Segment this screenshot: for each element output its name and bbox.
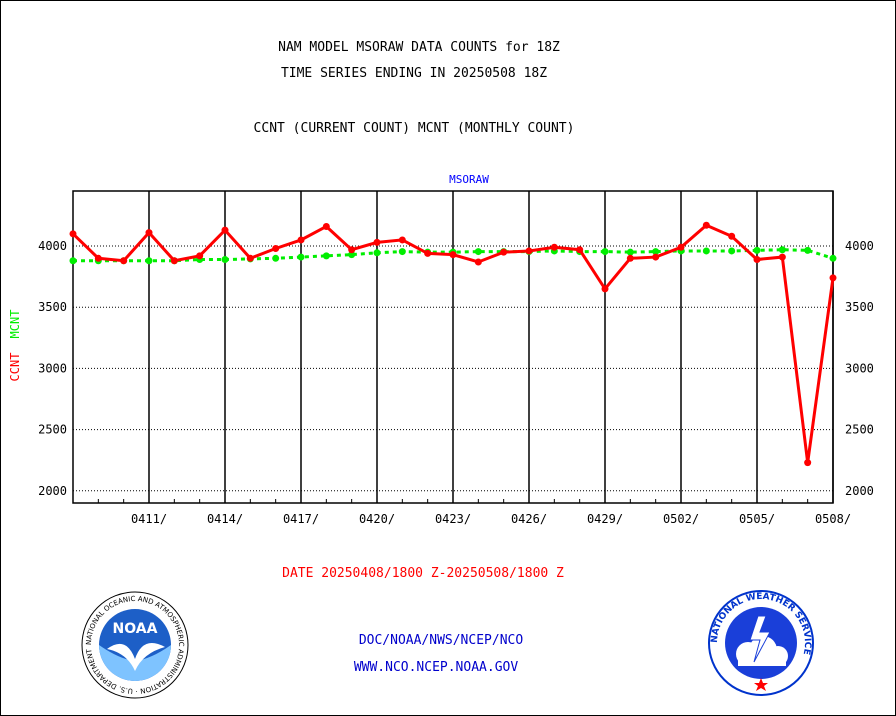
data-point-ccnt xyxy=(702,221,710,229)
data-point-ccnt xyxy=(145,229,153,237)
data-point-mcnt xyxy=(601,248,609,256)
data-point-ccnt xyxy=(373,238,381,246)
plot-title: MSORAW xyxy=(449,173,489,186)
data-point-mcnt xyxy=(728,247,736,255)
data-point-ccnt xyxy=(424,249,432,257)
data-point-mcnt xyxy=(652,248,660,256)
data-point-mcnt xyxy=(702,247,710,255)
y-tick-label-right: 4000 xyxy=(845,239,874,253)
data-point-ccnt xyxy=(550,243,558,251)
nws-logo: NATIONAL WEATHER SERVICE xyxy=(708,590,814,696)
chart-title-line-1: NAM MODEL MSORAW DATA COUNTS for 18Z xyxy=(278,40,560,55)
data-point-ccnt xyxy=(94,254,102,262)
data-point-ccnt xyxy=(322,222,330,230)
data-point-ccnt xyxy=(120,257,128,265)
data-point-ccnt xyxy=(474,258,482,266)
x-tick-label: 0426/ xyxy=(511,512,547,526)
y-tick-label-left: 2500 xyxy=(38,423,67,437)
data-point-ccnt xyxy=(170,257,178,265)
data-point-ccnt xyxy=(348,246,356,254)
data-point-ccnt xyxy=(626,254,634,262)
data-point-mcnt xyxy=(297,253,305,261)
data-point-ccnt xyxy=(449,251,457,259)
data-point-ccnt xyxy=(196,252,204,260)
data-point-mcnt xyxy=(373,249,381,257)
data-point-mcnt xyxy=(221,256,229,264)
data-point-ccnt xyxy=(652,253,660,261)
data-point-mcnt xyxy=(69,257,77,265)
data-point-mcnt xyxy=(474,248,482,256)
data-point-ccnt xyxy=(728,232,736,240)
data-point-mcnt xyxy=(145,257,153,265)
y-tick-label-left: 2000 xyxy=(38,484,67,498)
y-tick-label-right: 3500 xyxy=(845,300,874,314)
data-point-ccnt xyxy=(69,230,77,238)
data-point-mcnt xyxy=(753,246,761,254)
data-point-ccnt xyxy=(804,459,812,467)
data-point-mcnt xyxy=(322,252,330,260)
data-point-ccnt xyxy=(500,248,508,256)
x-tick-label: 0417/ xyxy=(283,512,319,526)
data-point-ccnt xyxy=(677,243,685,251)
x-tick-label: 0429/ xyxy=(587,512,623,526)
data-point-ccnt xyxy=(398,236,406,244)
data-point-ccnt xyxy=(601,285,609,293)
data-point-ccnt xyxy=(221,226,229,234)
noaa-logo-text: NOAA xyxy=(113,621,158,637)
y-tick-label-left: 3000 xyxy=(38,361,67,375)
y-tick-label-left: 4000 xyxy=(38,239,67,253)
data-point-mcnt xyxy=(398,248,406,256)
y-axis-label-ccnt: CCNT xyxy=(8,353,22,382)
x-tick-label: 0423/ xyxy=(435,512,471,526)
data-point-mcnt xyxy=(348,251,356,259)
data-point-ccnt xyxy=(297,236,305,244)
data-point-ccnt xyxy=(778,253,786,261)
data-point-mcnt xyxy=(626,248,634,256)
x-tick-label: 0502/ xyxy=(663,512,699,526)
x-tick-label: 0505/ xyxy=(739,512,775,526)
data-point-ccnt xyxy=(272,245,280,253)
data-point-ccnt xyxy=(576,246,584,254)
x-tick-label: 0508/ xyxy=(815,512,851,526)
y-tick-label-left: 3500 xyxy=(38,300,67,314)
y-tick-label-right: 3000 xyxy=(845,361,874,375)
y-tick-label-right: 2000 xyxy=(845,484,874,498)
website-label: WWW.NCO.NCEP.NOAA.GOV xyxy=(353,660,519,675)
noaa-logo: NATIONAL OCEANIC AND ATMOSPHERIC ADMINIS… xyxy=(81,591,189,699)
data-point-mcnt xyxy=(829,254,837,262)
x-tick-label: 0420/ xyxy=(359,512,395,526)
data-point-ccnt xyxy=(829,274,837,282)
x-tick-label: 0414/ xyxy=(207,512,243,526)
y-axis-label-mcnt: MCNT xyxy=(8,310,22,339)
data-point-mcnt xyxy=(778,246,786,254)
data-point-ccnt xyxy=(525,247,533,255)
data-point-ccnt xyxy=(246,254,254,262)
chart-title-line-2: TIME SERIES ENDING IN 20250508 18Z xyxy=(280,66,548,81)
date-range-label: DATE 20250408/1800 Z-20250508/1800 Z xyxy=(282,566,564,581)
y-tick-label-right: 2500 xyxy=(845,423,874,437)
org-path-label: DOC/NOAA/NWS/NCEP/NCO xyxy=(358,633,524,648)
x-tick-label: 0411/ xyxy=(131,512,167,526)
chart-subtitle: CCNT (CURRENT COUNT) MCNT (MONTHLY COUNT… xyxy=(253,121,575,136)
data-point-ccnt xyxy=(753,256,761,264)
data-point-mcnt xyxy=(272,254,280,262)
data-point-mcnt xyxy=(804,246,812,254)
